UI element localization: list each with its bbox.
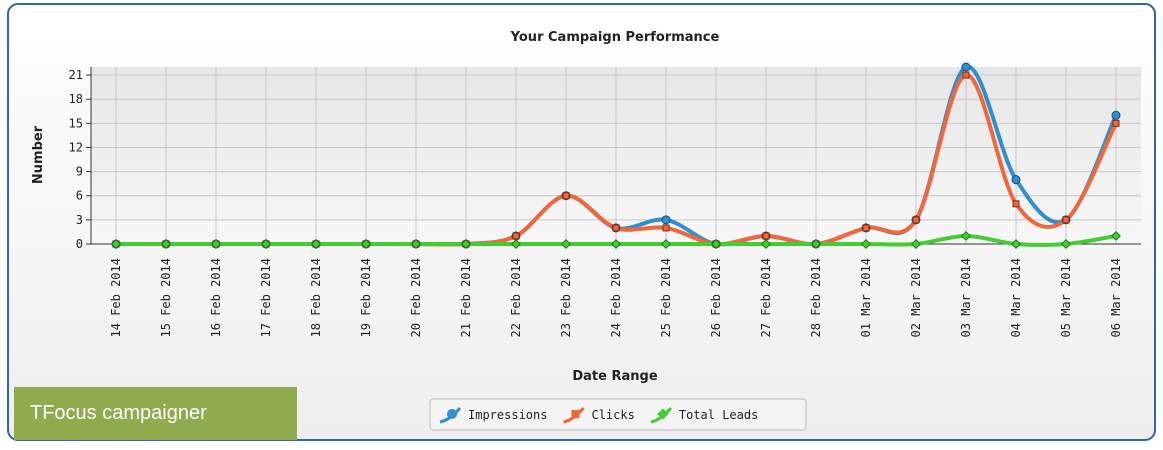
- marker: [911, 239, 921, 249]
- x-tick-label: 23 Feb 2014: [559, 258, 573, 337]
- marker: [461, 239, 471, 249]
- marker: [961, 231, 971, 241]
- marker: [962, 71, 970, 79]
- x-tick-label: 01 Mar 2014: [859, 258, 873, 337]
- marker: [811, 239, 821, 249]
- y-tick-label: 21: [69, 68, 83, 82]
- legend-marker: [657, 408, 669, 420]
- annotation-box: [14, 387, 297, 440]
- x-tick-label: 25 Feb 2014: [659, 258, 673, 337]
- x-tick-label: 26 Feb 2014: [709, 258, 723, 337]
- marker: [1062, 216, 1070, 224]
- x-tick-label: 05 Mar 2014: [1059, 258, 1073, 337]
- x-tick-label: 16 Feb 2014: [209, 258, 223, 337]
- marker: [411, 239, 421, 249]
- marker: [612, 224, 620, 232]
- y-tick-label: 15: [69, 116, 83, 130]
- x-tick-label: 19 Feb 2014: [359, 258, 373, 337]
- marker: [611, 239, 621, 249]
- legend-label: Clicks: [591, 408, 634, 422]
- marker: [361, 239, 371, 249]
- y-axis-title: Number: [31, 125, 46, 184]
- marker: [661, 239, 671, 249]
- marker: [261, 239, 271, 249]
- marker: [211, 239, 221, 249]
- y-tick-label: 9: [76, 165, 83, 179]
- marker: [1012, 200, 1020, 208]
- legend: Impressions Clicks Total Leads: [439, 407, 758, 424]
- marker: [1111, 231, 1121, 241]
- y-tick-label: 12: [69, 140, 83, 154]
- x-tick-label: 28 Feb 2014: [809, 258, 823, 337]
- y-tick-label: 0: [76, 237, 83, 251]
- x-tick-label: 21 Feb 2014: [459, 258, 473, 337]
- marker: [661, 215, 671, 225]
- marker: [662, 224, 670, 232]
- marker: [762, 232, 770, 240]
- marker: [711, 239, 721, 249]
- marker: [1061, 239, 1071, 249]
- x-tick-label: 20 Feb 2014: [409, 258, 423, 337]
- marker: [1111, 110, 1121, 120]
- x-tick-label: 27 Feb 2014: [759, 258, 773, 337]
- marker: [912, 216, 920, 224]
- chart-title: Your Campaign Performance: [510, 30, 720, 45]
- marker: [861, 239, 871, 249]
- annotation: TFocus campaigner: [30, 402, 207, 424]
- marker: [1011, 239, 1021, 249]
- marker: [511, 239, 521, 249]
- y-tick-label: 6: [76, 189, 83, 203]
- x-axis-title: Date Range: [572, 369, 657, 384]
- x-tick-label: 04 Mar 2014: [1009, 258, 1023, 337]
- legend-marker: [571, 410, 580, 418]
- marker: [1011, 175, 1021, 185]
- x-tick-label: 14 Feb 2014: [109, 258, 123, 337]
- x-tick-label: 06 Mar 2014: [1109, 258, 1123, 337]
- marker: [161, 239, 171, 249]
- x-tick-label: 15 Feb 2014: [159, 258, 173, 337]
- x-tick-label: 18 Feb 2014: [309, 258, 323, 337]
- y-tick-label: 18: [69, 92, 83, 106]
- marker: [311, 239, 321, 249]
- marker: [862, 224, 870, 232]
- legend-label: Impressions: [468, 408, 547, 422]
- marker: [961, 62, 971, 72]
- marker: [512, 232, 520, 240]
- marker: [1112, 119, 1120, 127]
- x-tick-label: 24 Feb 2014: [609, 258, 623, 337]
- x-tick-label: 02 Mar 2014: [909, 258, 923, 337]
- marker: [761, 239, 771, 249]
- legend-marker: [447, 409, 457, 419]
- marker: [111, 239, 121, 249]
- marker: [561, 239, 571, 249]
- plot-layer: 0 3 6 9 12 15 18 21 14 Feb 2014 15 Feb 2014 16 Feb…: [69, 62, 1141, 337]
- y-tick-label: 3: [76, 213, 83, 227]
- x-tick-label: 17 Feb 2014: [259, 258, 273, 337]
- marker: [562, 192, 570, 200]
- legend-label: Total Leads: [679, 408, 758, 422]
- legend-box: [429, 398, 807, 431]
- x-tick-label: 22 Feb 2014: [509, 258, 523, 337]
- x-tick-label: 03 Mar 2014: [959, 258, 973, 337]
